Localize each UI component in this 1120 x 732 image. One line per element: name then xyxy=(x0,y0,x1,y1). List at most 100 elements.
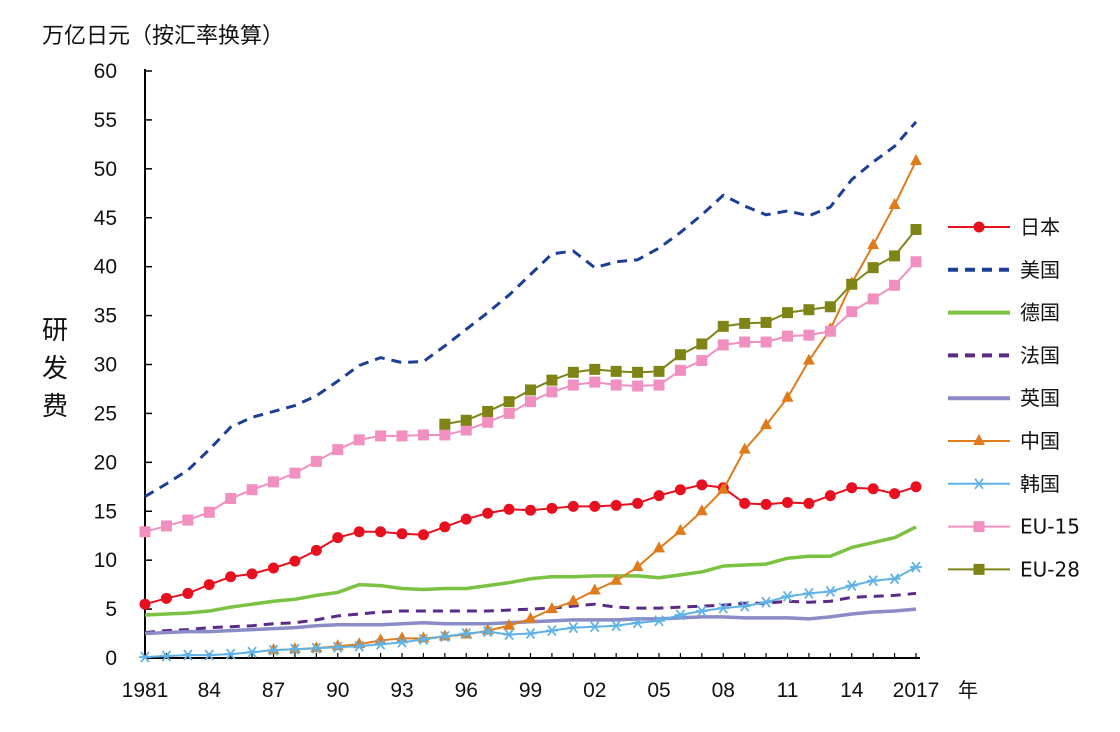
legend-label: 美国 xyxy=(1020,258,1060,282)
data-point xyxy=(503,628,516,641)
data-point xyxy=(503,503,515,515)
data-point xyxy=(824,585,837,598)
data-point xyxy=(760,336,772,348)
series-line xyxy=(144,483,917,606)
data-point xyxy=(803,329,815,341)
data-point xyxy=(310,641,323,653)
data-point xyxy=(653,541,665,553)
legend-label: 德国 xyxy=(1020,301,1060,325)
data-point xyxy=(846,306,858,318)
data-point xyxy=(610,379,622,391)
data-point xyxy=(545,602,558,614)
series-3 xyxy=(144,591,917,635)
data-point xyxy=(417,429,429,441)
data-point xyxy=(353,526,365,538)
legend-item: 日本 xyxy=(948,215,1060,239)
data-point xyxy=(867,238,880,250)
legend-label: EU-15 xyxy=(1020,515,1080,539)
series-0 xyxy=(139,479,922,610)
data-point xyxy=(246,568,258,580)
x-tick-label: 90 xyxy=(326,679,349,702)
data-point xyxy=(525,396,536,408)
data-point xyxy=(160,520,172,532)
data-point xyxy=(910,223,922,235)
data-point xyxy=(674,349,686,361)
data-point xyxy=(288,643,301,655)
y-tick-label: 55 xyxy=(94,109,117,132)
x-tick-label: 1981 xyxy=(122,679,169,702)
data-point xyxy=(653,615,665,627)
legend-marker xyxy=(973,478,985,490)
data-point xyxy=(803,304,815,316)
data-point xyxy=(610,499,622,511)
data-point xyxy=(567,500,579,512)
data-point xyxy=(224,648,237,660)
y-tick-label: 15 xyxy=(94,500,117,523)
data-point xyxy=(160,650,173,662)
data-point xyxy=(546,386,558,398)
data-point xyxy=(782,330,793,342)
y-tick-label: 40 xyxy=(94,256,117,279)
data-point xyxy=(546,374,558,386)
series-6 xyxy=(139,561,922,663)
legend-item: EU-28 xyxy=(948,557,1080,581)
data-point xyxy=(567,594,580,606)
data-point xyxy=(717,339,729,351)
y-axis-label-char: 发 xyxy=(41,354,68,384)
y-tick-label: 10 xyxy=(94,549,117,572)
data-point xyxy=(674,364,686,376)
legend-label: 法国 xyxy=(1020,343,1060,367)
data-point xyxy=(460,414,472,426)
data-point xyxy=(845,580,858,592)
data-point xyxy=(824,325,836,337)
data-point xyxy=(139,526,151,538)
data-point xyxy=(888,198,901,210)
data-point xyxy=(374,638,387,650)
data-point xyxy=(545,625,558,637)
legend-item: 韩国 xyxy=(948,472,1060,496)
data-point xyxy=(889,488,901,500)
unit-title: 万亿日元（按汇率换算） xyxy=(42,24,285,49)
data-point xyxy=(589,376,601,388)
data-point xyxy=(525,384,536,396)
series-line xyxy=(144,591,917,635)
y-axis-label: 研发费 xyxy=(38,312,72,426)
data-point xyxy=(460,424,472,436)
legend-marker xyxy=(973,563,985,575)
data-point xyxy=(332,444,344,456)
legend-marker xyxy=(973,521,985,533)
data-point xyxy=(396,636,408,648)
data-point xyxy=(225,493,237,505)
legend-label: 中国 xyxy=(1020,429,1060,453)
x-tick-label: 05 xyxy=(647,679,670,702)
data-point xyxy=(653,365,665,377)
data-point xyxy=(289,467,301,479)
data-point xyxy=(438,630,451,643)
data-point xyxy=(268,562,279,574)
data-point xyxy=(267,643,280,655)
data-point xyxy=(910,256,922,268)
x-tick-label: 2017 xyxy=(893,679,940,702)
data-point xyxy=(160,592,172,604)
data-point xyxy=(139,598,151,610)
data-point xyxy=(632,380,644,392)
data-point xyxy=(738,600,751,612)
legend-item: 中国 xyxy=(948,429,1060,453)
data-point xyxy=(696,355,708,367)
x-tick-label: 08 xyxy=(712,679,735,702)
data-point xyxy=(524,627,537,640)
data-point xyxy=(610,620,623,632)
data-point xyxy=(910,561,922,573)
data-point xyxy=(889,279,901,291)
legend-label: 英国 xyxy=(1020,386,1060,410)
legend-item: 英国 xyxy=(948,386,1060,410)
data-point xyxy=(439,418,451,430)
data-point xyxy=(331,641,344,653)
data-point xyxy=(374,633,387,645)
series-8 xyxy=(439,223,922,430)
data-point xyxy=(546,502,558,514)
data-point xyxy=(567,366,579,378)
x-tick-label: 99 xyxy=(519,679,542,702)
data-point xyxy=(910,481,922,493)
